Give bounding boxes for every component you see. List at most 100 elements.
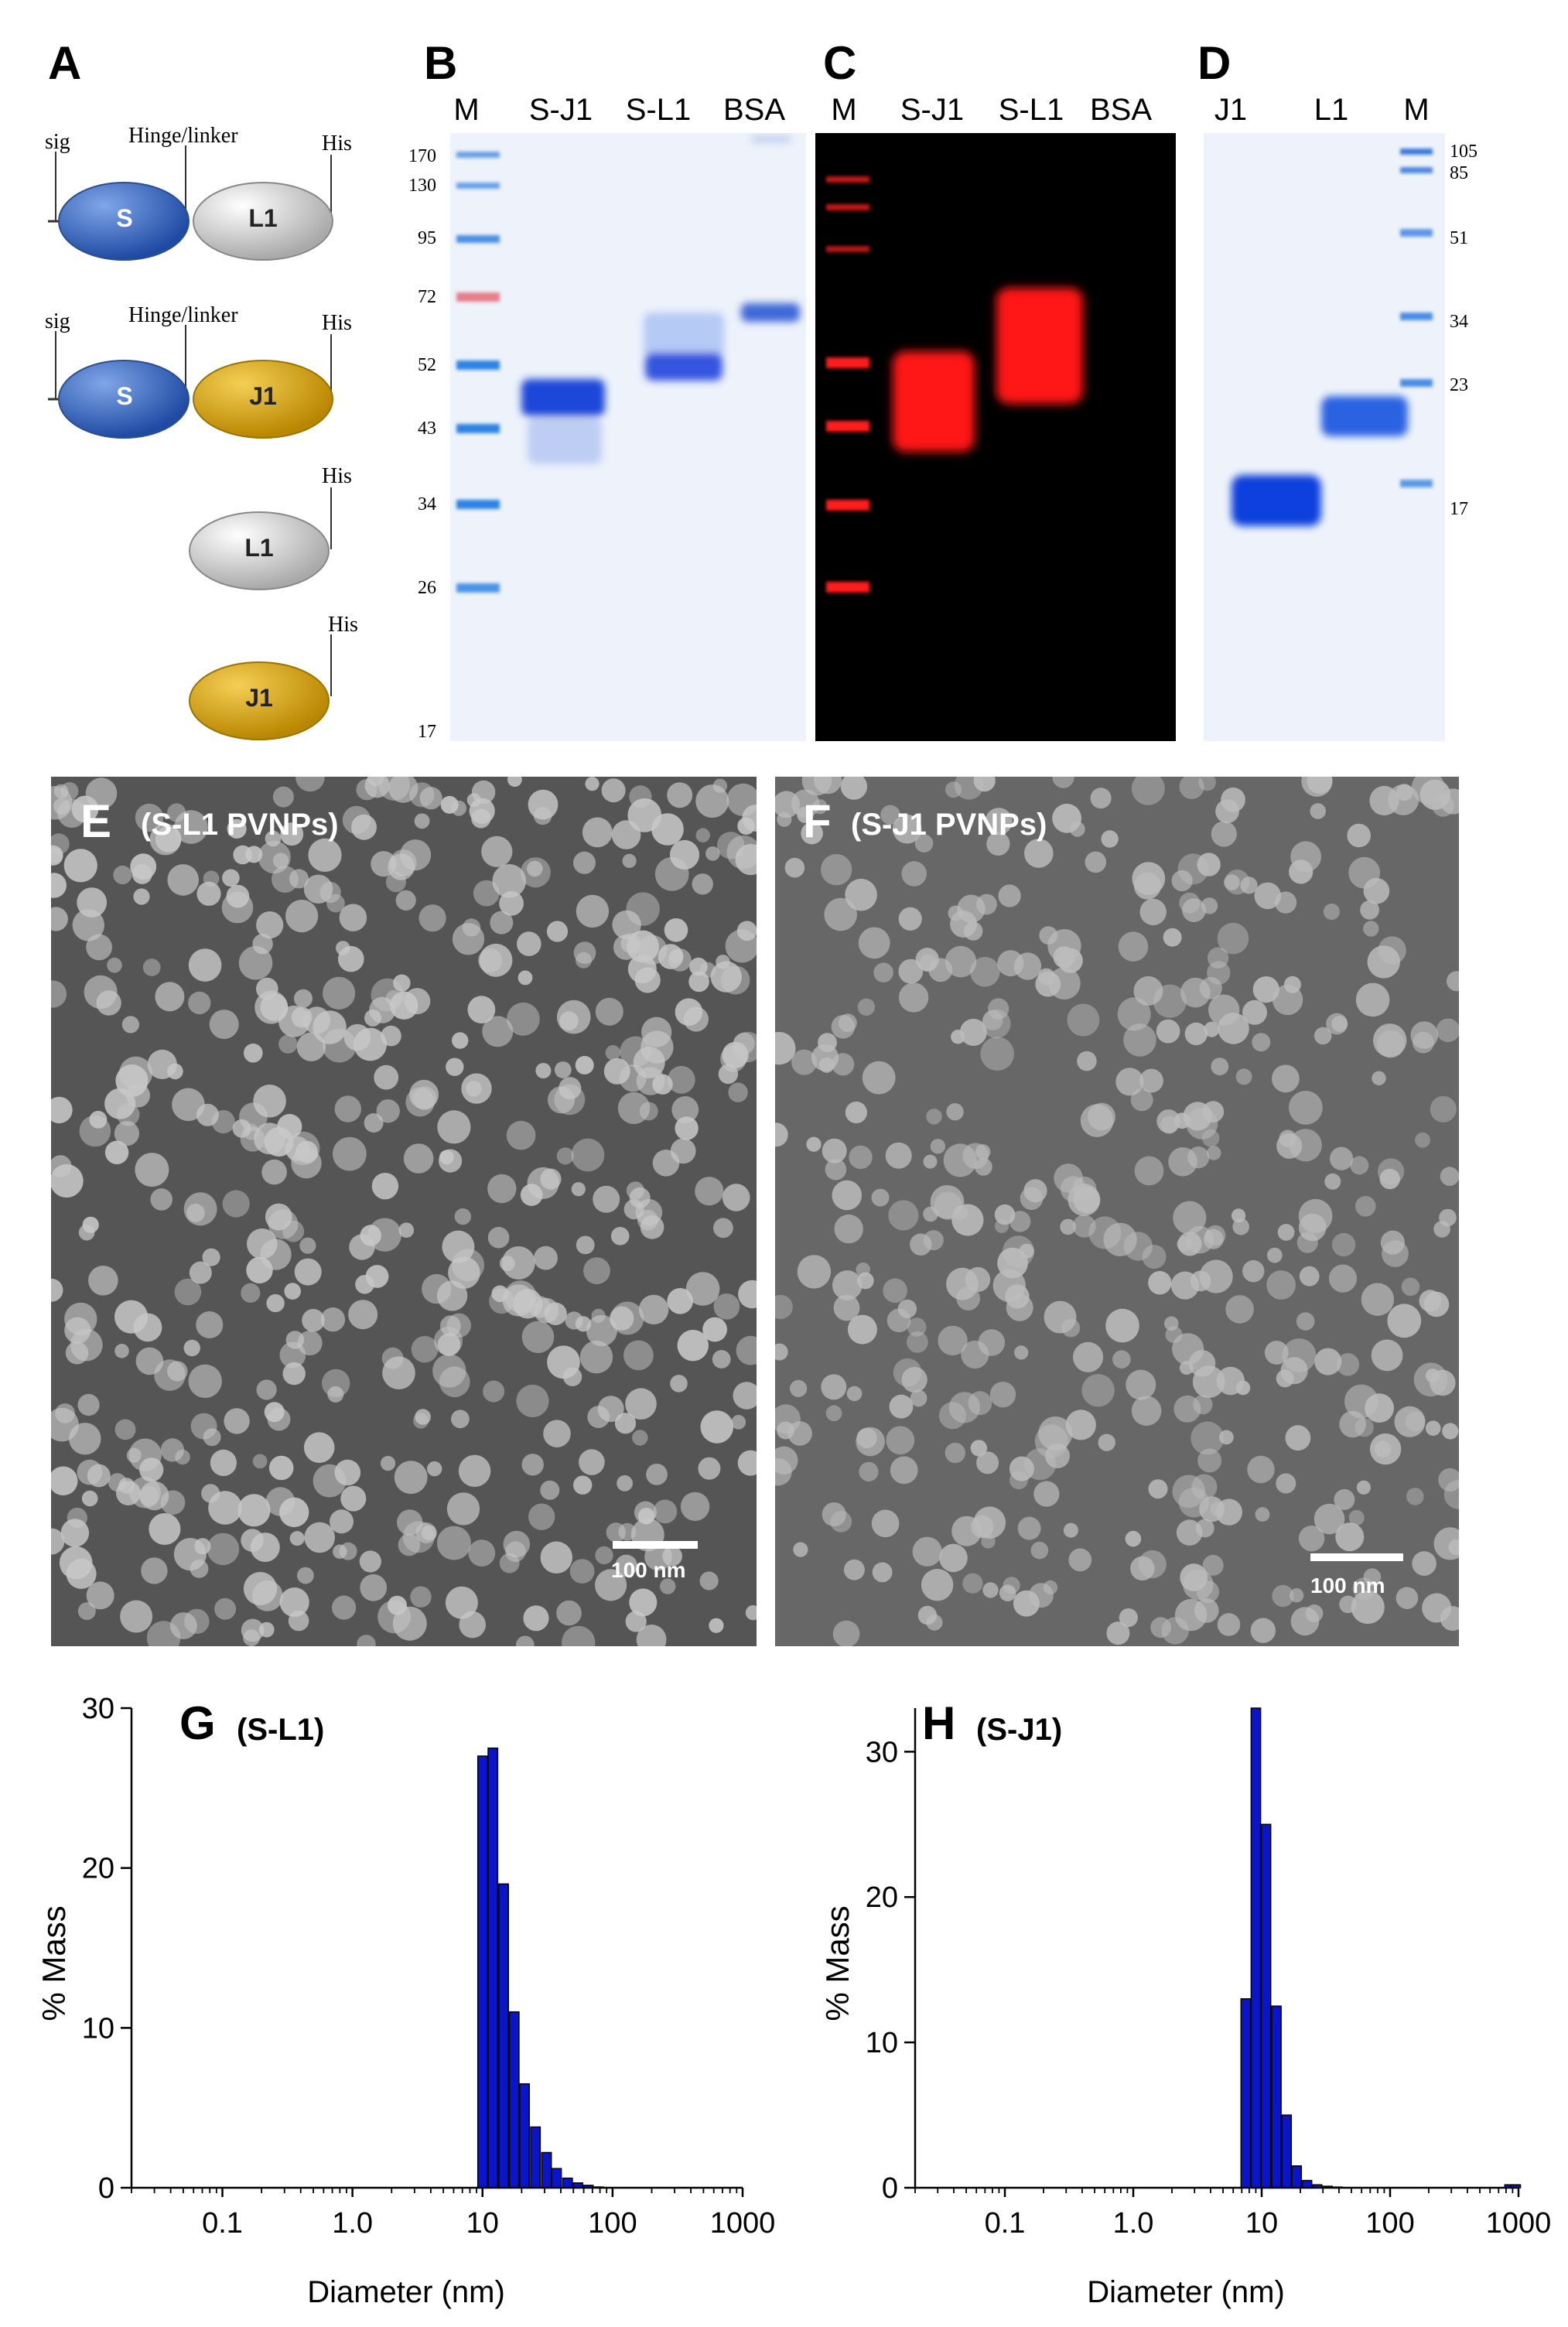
- chart-title: (S-J1): [976, 1713, 1063, 1747]
- marker-size: 34: [418, 494, 436, 514]
- lane-label: S-J1: [528, 93, 593, 127]
- histogram-bar: [1240, 1998, 1252, 2189]
- lane-label: L1: [1313, 93, 1349, 127]
- band-l1: [1321, 396, 1408, 436]
- histogram-bar: [508, 2011, 520, 2189]
- construct-l1: [189, 487, 332, 590]
- panel-label-a: A: [48, 37, 82, 89]
- lane-label-marker: M: [453, 93, 480, 127]
- band-j1: [1232, 475, 1321, 526]
- x-tick-label: 1.0: [332, 2207, 373, 2240]
- lane-label: BSA: [1089, 93, 1153, 127]
- marker-size: 34: [1450, 312, 1468, 332]
- domain-s: [58, 182, 190, 261]
- y-axis-label: % Mass: [36, 1905, 72, 2021]
- lane-label: S-L1: [998, 93, 1064, 127]
- y-tick-label: 0: [98, 2172, 114, 2205]
- y-tick-label: 30: [82, 1693, 114, 1725]
- panel-label-b: B: [424, 37, 458, 89]
- marker-size: 17: [1450, 499, 1468, 519]
- tem-title: (S-J1 PVNPs): [851, 808, 1047, 842]
- histogram-bar: [1281, 2114, 1293, 2189]
- histogram-bar: [1291, 2165, 1303, 2189]
- histogram-bar: [1301, 2179, 1313, 2189]
- domain-j1: [189, 661, 330, 740]
- domain-label: J1: [245, 684, 273, 712]
- x-tick-label: 10: [1245, 2207, 1278, 2240]
- band-s-j1: [521, 379, 605, 464]
- marker-size: 72: [418, 287, 436, 307]
- bars: [477, 1747, 604, 2189]
- domain-j1: [193, 360, 333, 439]
- marker-size: 95: [418, 228, 436, 248]
- lane-label-marker: M: [1403, 93, 1430, 127]
- y-tick-label: 0: [882, 2172, 898, 2205]
- x-tick-label: 10: [466, 2207, 499, 2240]
- scale-bar: [1310, 1553, 1403, 1561]
- domain-label: L1: [244, 534, 274, 562]
- lane-label: S-J1: [900, 93, 965, 127]
- histogram-bar: [487, 1747, 499, 2189]
- band-bsa: [741, 136, 800, 322]
- histogram-bar: [1271, 2005, 1282, 2189]
- scale-bar-label: 100 nm: [611, 1558, 686, 1582]
- y-tick-label: 10: [866, 2027, 898, 2059]
- domain-s: [58, 360, 190, 439]
- scale-bar-label: 100 nm: [1310, 1574, 1385, 1597]
- histogram-bar: [1260, 1823, 1272, 2189]
- construct-s-j1: [48, 325, 333, 439]
- marker-ladder: [1400, 149, 1433, 487]
- marker-size: 170: [408, 146, 436, 166]
- his-tag-label: His: [322, 464, 352, 488]
- tem-image-f: F (S-J1 PVNPs) 100 nm: [775, 777, 1459, 1646]
- his-tag-label: His: [328, 613, 358, 637]
- marker-size: 105: [1450, 142, 1477, 162]
- domain-label: L1: [248, 204, 278, 232]
- domain-l1: [193, 182, 333, 261]
- domain-label: S: [116, 204, 133, 232]
- y-tick-label: 20: [82, 1853, 114, 1885]
- his-tag-label: His: [322, 311, 352, 335]
- domain-label: J1: [249, 382, 277, 410]
- construct-s-l1: [48, 145, 333, 261]
- x-axis-label: Diameter (nm): [1087, 2275, 1285, 2309]
- lane-label: BSA: [723, 93, 786, 127]
- size-distribution-chart-g: 0 10 20 30 0.1 1.0 10 100 1000 Diameter (nm) % Mas…: [36, 1693, 775, 2309]
- y-tick-label: 20: [866, 1881, 898, 1914]
- hinge-linker-label: Hinge/linker: [128, 303, 238, 327]
- marker-size: 51: [1450, 228, 1468, 248]
- construct-diagrams: [48, 145, 333, 740]
- lane-label: S-L1: [625, 93, 692, 127]
- marker-ladder: [456, 152, 500, 593]
- histogram-bar: [519, 2083, 530, 2189]
- histogram-bar: [498, 1883, 509, 2189]
- y-tick-label: 30: [866, 1736, 898, 1768]
- chart-title: (S-L1): [237, 1713, 325, 1747]
- x-axis-label: Diameter (nm): [307, 2275, 505, 2309]
- western-blot: [815, 133, 1176, 741]
- his-tag-label: His: [322, 132, 352, 155]
- x-tick-label: 1.0: [1113, 2207, 1154, 2240]
- sig-label: sig: [45, 309, 70, 333]
- coomassie-gel: [450, 133, 806, 741]
- size-distribution-chart-h: 0 10 20 30 0.1 1.0 10 100 1000 Diameter (nm) % Mas…: [819, 1707, 1552, 2309]
- x-tick-label: 0.1: [985, 2207, 1026, 2240]
- x-tick-label: 100: [1365, 2207, 1414, 2240]
- panel-label-c: C: [823, 37, 857, 89]
- histogram-bar: [541, 2151, 552, 2189]
- marker-size: 23: [1450, 375, 1468, 395]
- marker-size: 26: [418, 578, 436, 598]
- histogram-bar: [477, 1755, 488, 2189]
- marker-size: 43: [418, 419, 436, 439]
- panel-label-h: H: [922, 1697, 956, 1749]
- panel-label-e: E: [80, 795, 112, 847]
- domain-label: S: [116, 382, 133, 410]
- tem-image-e: E (S-L1 PVNPs) 100 nm: [51, 777, 757, 1646]
- y-tick-label: 10: [82, 2012, 114, 2045]
- panel-label-f: F: [803, 795, 832, 847]
- x-tick-label: 100: [588, 2207, 637, 2240]
- x-tick-label: 1000: [1486, 2207, 1552, 2240]
- bars: [1240, 1707, 1522, 2189]
- band-s-j1: [893, 351, 975, 452]
- marker-size: 130: [408, 176, 436, 196]
